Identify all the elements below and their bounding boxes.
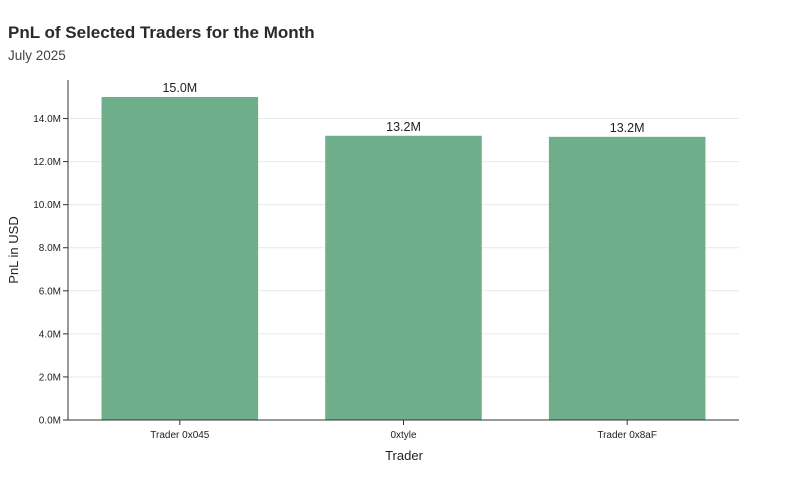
bar[interactable] [548, 136, 706, 420]
x-axis-title: Trader [385, 448, 423, 463]
chart-subtitle: July 2025 [8, 48, 66, 63]
y-tick-label: 12.0M [33, 157, 61, 168]
bar[interactable] [325, 135, 482, 420]
data-labels: 15.0M 13.2M 13.2M [162, 81, 644, 135]
x-tick-label: Trader 0x045 [150, 430, 210, 441]
chart-title: PnL of Selected Traders for the Month [8, 23, 315, 42]
y-tick-label: 2.0M [39, 372, 61, 383]
y-tick-label: 6.0M [39, 286, 61, 297]
bar-value-label: 15.0M [162, 81, 197, 95]
axes: 0.0M 2.0M 4.0M 6.0M 8.0M 10.0M 12.0M 14.0M Trade… [33, 80, 739, 441]
bar-value-label: 13.2M [386, 120, 421, 134]
y-tick-label: 14.0M [33, 114, 61, 125]
y-axis-title: PnL in USD [6, 216, 21, 283]
bar[interactable] [101, 97, 259, 420]
y-tick-label: 8.0M [39, 243, 61, 254]
x-tick-label: 0xtyle [390, 430, 417, 441]
bars [101, 97, 706, 420]
y-tick-label: 10.0M [33, 200, 61, 211]
y-tick-label: 4.0M [39, 329, 61, 340]
x-tick-label: Trader 0x8aF [597, 430, 657, 441]
y-tick-label: 0.0M [39, 416, 61, 427]
bar-value-label: 13.2M [610, 121, 645, 135]
